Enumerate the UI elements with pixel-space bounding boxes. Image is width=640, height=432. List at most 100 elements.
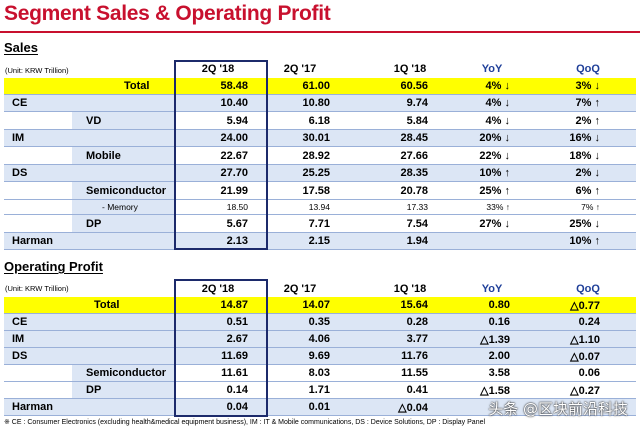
row-indent-fill (72, 200, 176, 214)
row-label: Total (124, 80, 150, 92)
row-indent-fill (72, 112, 176, 129)
op-unit: (Unit: KRW Trillion) (5, 284, 69, 293)
cell-yoy: 4% ↓ (485, 97, 510, 109)
cell-2q17: 10.80 (302, 97, 330, 109)
op-header-2: 1Q '18 (393, 283, 427, 295)
cell-2q18: 14.87 (220, 299, 248, 311)
cell-2q17: 30.01 (302, 132, 330, 144)
cell-2q17: 1.71 (308, 384, 330, 396)
cell-qoq: △0.77 (570, 300, 600, 312)
cell-yoy: 33% ↑ (486, 202, 510, 212)
sales-row-memory: - Memory 18.50 13.94 17.33 33% ↑ 7% ↑ (4, 200, 636, 215)
cell-2q18: 0.04 (226, 401, 248, 413)
title-rule (0, 31, 640, 33)
sales-heading: Sales (4, 40, 38, 55)
cell-2q17: 28.92 (302, 150, 330, 162)
cell-1q18: 60.56 (400, 80, 428, 92)
cell-qoq: 16% ↓ (569, 132, 600, 144)
cell-2q18: 22.67 (220, 150, 248, 162)
cell-qoq: 2% ↑ (575, 115, 600, 127)
cell-2q17: 8.03 (308, 367, 330, 379)
row-indent-fill (72, 215, 176, 232)
row-label: CE (12, 316, 28, 328)
sales-row-ds: DS 27.70 25.25 28.35 10% ↑ 2% ↓ (4, 165, 636, 182)
cell-yoy: 4% ↓ (485, 115, 510, 127)
cell-yoy: 22% ↓ (479, 150, 510, 162)
op-row-ce: CE 0.51 0.35 0.28 0.16 0.24 (4, 314, 636, 331)
cell-2q17: 17.58 (302, 185, 330, 197)
cell-2q17: 25.25 (302, 167, 330, 179)
row-label: Harman (12, 235, 53, 247)
cell-1q18: 27.66 (400, 150, 428, 162)
cell-qoq: 18% ↓ (569, 150, 600, 162)
cell-yoy: △1.39 (480, 334, 510, 346)
cell-2q18: 2.13 (226, 235, 248, 247)
row-label: CE (12, 97, 28, 109)
cell-qoq: 2% ↓ (575, 167, 600, 179)
cell-1q18: 3.77 (406, 333, 428, 345)
cell-qoq: △0.27 (570, 385, 600, 397)
row-label: IM (12, 333, 25, 345)
cell-2q18: 24.00 (220, 132, 248, 144)
row-indent-fill (72, 182, 176, 199)
row-label: - Memory (102, 202, 138, 212)
cell-2q17: 9.69 (308, 350, 330, 362)
cell-1q18: 1.94 (406, 235, 428, 247)
cell-1q18: 28.45 (400, 132, 428, 144)
cell-2q17: 14.07 (302, 299, 330, 311)
cell-yoy: 4% ↓ (485, 80, 510, 92)
cell-qoq: 7% ↑ (575, 97, 600, 109)
cell-1q18: 0.41 (406, 384, 428, 396)
cell-1q18: 9.74 (406, 97, 428, 109)
row-indent-fill (72, 382, 176, 398)
cell-yoy: 0.16 (488, 316, 510, 328)
row-indent-fill (72, 365, 176, 381)
sales-row-ce: CE 10.40 10.80 9.74 4% ↓ 7% ↑ (4, 95, 636, 112)
row-label: IM (12, 132, 25, 144)
op-header-4: QoQ (576, 283, 600, 295)
cell-qoq: △0.07 (570, 351, 600, 363)
cell-2q18: 10.40 (220, 97, 248, 109)
op-row-ds: DS 11.69 9.69 11.76 2.00 △0.07 (4, 348, 636, 365)
row-label: Semiconductor (86, 367, 167, 379)
sales-row-total: Total 58.48 61.00 60.56 4% ↓ 3% ↓ (4, 78, 636, 95)
cell-qoq: △1.10 (570, 334, 600, 346)
cell-2q18: 0.14 (226, 384, 248, 396)
cell-qoq: 3% ↓ (575, 80, 600, 92)
cell-yoy: 27% ↓ (479, 218, 510, 230)
cell-yoy: 20% ↓ (479, 132, 510, 144)
sales-header-0: 2Q '18 (201, 63, 235, 75)
cell-1q18: 0.28 (406, 316, 428, 328)
cell-2q17: 4.06 (308, 333, 330, 345)
cell-2q18: 27.70 (220, 167, 248, 179)
row-label: DS (12, 167, 28, 179)
row-label: Harman (12, 401, 53, 413)
op-row-im: IM 2.67 4.06 3.77 △1.39 △1.10 (4, 331, 636, 348)
row-label: VD (86, 115, 102, 127)
watermark: 头条 @区块前沿科技 (488, 400, 628, 418)
cell-1q18: 15.64 (400, 299, 428, 311)
cell-yoy: 2.00 (488, 350, 510, 362)
cell-2q17: 6.18 (308, 115, 330, 127)
cell-qoq: 25% ↓ (569, 218, 600, 230)
cell-2q17: 0.01 (308, 401, 330, 413)
sales-header-1: 2Q '17 (283, 63, 317, 75)
row-label: Mobile (86, 150, 121, 162)
cell-2q17: 2.15 (308, 235, 330, 247)
op-row-dp: DP 0.14 1.71 0.41 △1.58 △0.27 (4, 382, 636, 399)
sales-unit: (Unit: KRW Trillion) (5, 66, 69, 75)
op-header-0: 2Q '18 (201, 283, 235, 295)
cell-2q18: 11.61 (221, 367, 248, 379)
row-label: DP (86, 218, 102, 230)
cell-1q18: 17.33 (406, 202, 428, 212)
sales-row-vd: VD 5.94 6.18 5.84 4% ↓ 2% ↑ (4, 112, 636, 130)
cell-2q18: 5.67 (226, 218, 248, 230)
cell-2q17: 13.94 (308, 202, 330, 212)
row-label: DP (86, 384, 102, 396)
cell-qoq: 10% ↑ (569, 235, 600, 247)
row-label: DS (12, 350, 28, 362)
page-title: Segment Sales & Operating Profit (4, 2, 331, 25)
sales-header-4: QoQ (576, 63, 600, 75)
op-header-1: 2Q '17 (283, 283, 317, 295)
cell-1q18: 7.54 (406, 218, 428, 230)
